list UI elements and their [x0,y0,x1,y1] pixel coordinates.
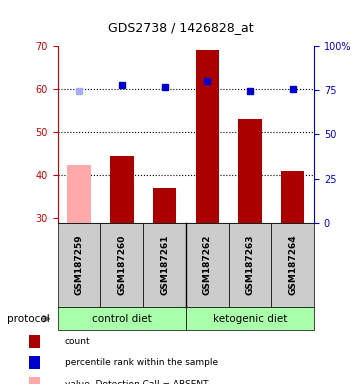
Text: protocol: protocol [7,314,50,324]
Text: percentile rank within the sample: percentile rank within the sample [65,358,218,367]
Text: GSM187263: GSM187263 [245,235,255,295]
Text: GSM187259: GSM187259 [75,235,84,295]
Text: GSM187260: GSM187260 [117,235,126,295]
Text: count: count [65,337,91,346]
Text: ketogenic diet: ketogenic diet [213,314,287,324]
Bar [238,119,262,223]
Bar [110,156,134,223]
Text: GDS2738 / 1426828_at: GDS2738 / 1426828_at [108,21,253,34]
Text: value, Detection Call = ABSENT: value, Detection Call = ABSENT [65,379,209,384]
Text: GSM187262: GSM187262 [203,235,212,295]
Bar [281,171,304,223]
Text: control diet: control diet [92,314,152,324]
Bar [68,165,91,223]
Text: GSM187264: GSM187264 [288,235,297,295]
Text: GSM187261: GSM187261 [160,235,169,295]
Bar [153,188,176,223]
Bar [196,50,219,223]
